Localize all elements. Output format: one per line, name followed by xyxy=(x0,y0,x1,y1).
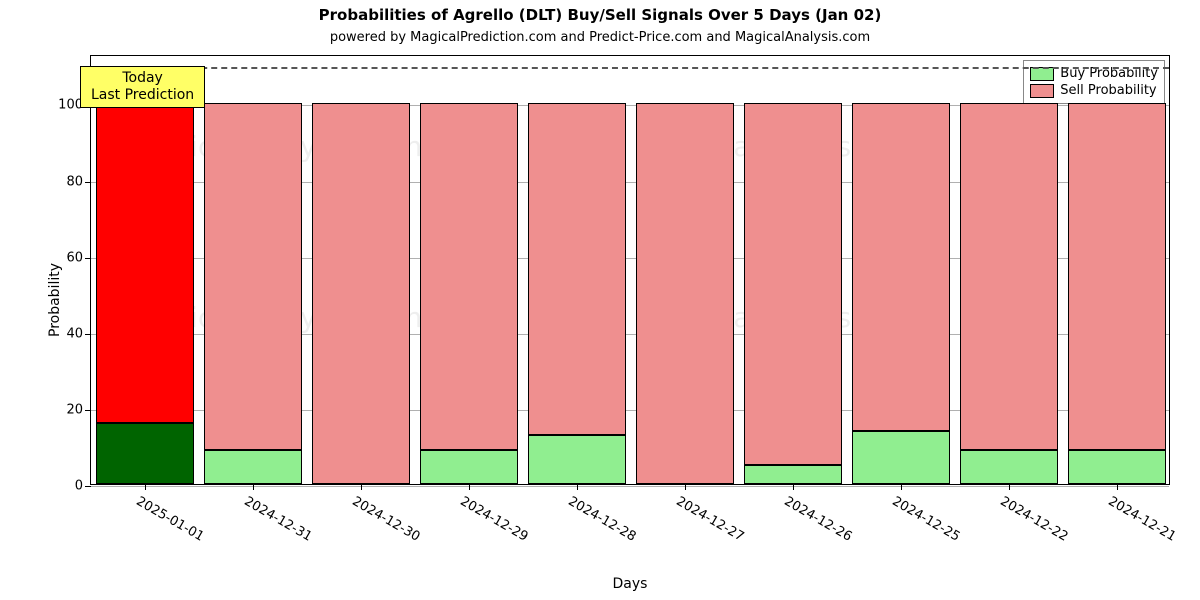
x-tick-label: 2024-12-29 xyxy=(458,494,531,545)
annotation-line: Last Prediction xyxy=(91,87,194,104)
sell-bar xyxy=(204,103,301,449)
y-tick-label: 80 xyxy=(66,174,83,189)
annotation-line: Today xyxy=(91,70,194,87)
bar-group xyxy=(420,54,517,484)
bar-group xyxy=(204,54,301,484)
y-tick-mark xyxy=(85,486,91,487)
sell-bar xyxy=(312,103,409,484)
x-tick-mark xyxy=(469,484,470,490)
buy-bar xyxy=(96,423,193,484)
buy-bar xyxy=(528,435,625,484)
today-annotation: TodayLast Prediction xyxy=(80,66,205,108)
x-tick-label: 2024-12-27 xyxy=(674,494,747,545)
bar-group xyxy=(96,54,193,484)
y-tick-label: 40 xyxy=(66,326,83,341)
sell-bar xyxy=(852,103,949,430)
x-tick-label: 2024-12-26 xyxy=(782,494,855,545)
sell-bar xyxy=(96,103,193,423)
x-tick-mark xyxy=(1117,484,1118,490)
x-tick-mark xyxy=(1009,484,1010,490)
y-tick-label: 60 xyxy=(66,250,83,265)
y-axis-label: Probability xyxy=(47,263,63,337)
x-tick-mark xyxy=(793,484,794,490)
y-tick-mark xyxy=(85,182,91,183)
bar-group xyxy=(636,54,733,484)
sell-bar xyxy=(420,103,517,449)
sell-bar xyxy=(1068,103,1165,449)
x-tick-mark xyxy=(685,484,686,490)
buy-bar xyxy=(1068,450,1165,484)
sell-bar xyxy=(744,103,841,465)
x-tick-mark xyxy=(361,484,362,490)
y-tick-mark xyxy=(85,334,91,335)
bar-group xyxy=(744,54,841,484)
x-tick-label: 2024-12-22 xyxy=(998,494,1071,545)
x-tick-mark xyxy=(145,484,146,490)
plot-area: MagicalAnalysis.com MagicalAnalysis.com … xyxy=(90,55,1170,485)
x-tick-label: 2024-12-31 xyxy=(242,494,315,545)
y-tick-mark xyxy=(85,410,91,411)
bar-group xyxy=(960,54,1057,484)
x-axis-label: Days xyxy=(90,576,1170,592)
buy-bar xyxy=(744,465,841,484)
x-tick-mark xyxy=(901,484,902,490)
y-tick-mark xyxy=(85,258,91,259)
buy-bar xyxy=(852,431,949,484)
x-tick-label: 2025-01-01 xyxy=(134,494,207,545)
sell-bar xyxy=(636,103,733,484)
buy-bar xyxy=(204,450,301,484)
buy-bar xyxy=(420,450,517,484)
y-tick-label: 20 xyxy=(66,402,83,417)
x-tick-mark xyxy=(577,484,578,490)
bar-group xyxy=(852,54,949,484)
y-tick-label: 0 xyxy=(75,479,83,494)
bar-group xyxy=(312,54,409,484)
sell-bar xyxy=(528,103,625,434)
bar-group xyxy=(528,54,625,484)
chart-subtitle: powered by MagicalPrediction.com and Pre… xyxy=(0,30,1200,45)
prob-chart: Probabilities of Agrello (DLT) Buy/Sell … xyxy=(0,0,1200,600)
sell-bar xyxy=(960,103,1057,449)
x-tick-label: 2024-12-28 xyxy=(566,494,639,545)
buy-bar xyxy=(960,450,1057,484)
x-tick-mark xyxy=(253,484,254,490)
x-tick-label: 2024-12-21 xyxy=(1106,494,1179,545)
chart-title: Probabilities of Agrello (DLT) Buy/Sell … xyxy=(0,6,1200,24)
x-tick-label: 2024-12-25 xyxy=(890,494,963,545)
bar-group xyxy=(1068,54,1165,484)
x-tick-label: 2024-12-30 xyxy=(350,494,423,545)
